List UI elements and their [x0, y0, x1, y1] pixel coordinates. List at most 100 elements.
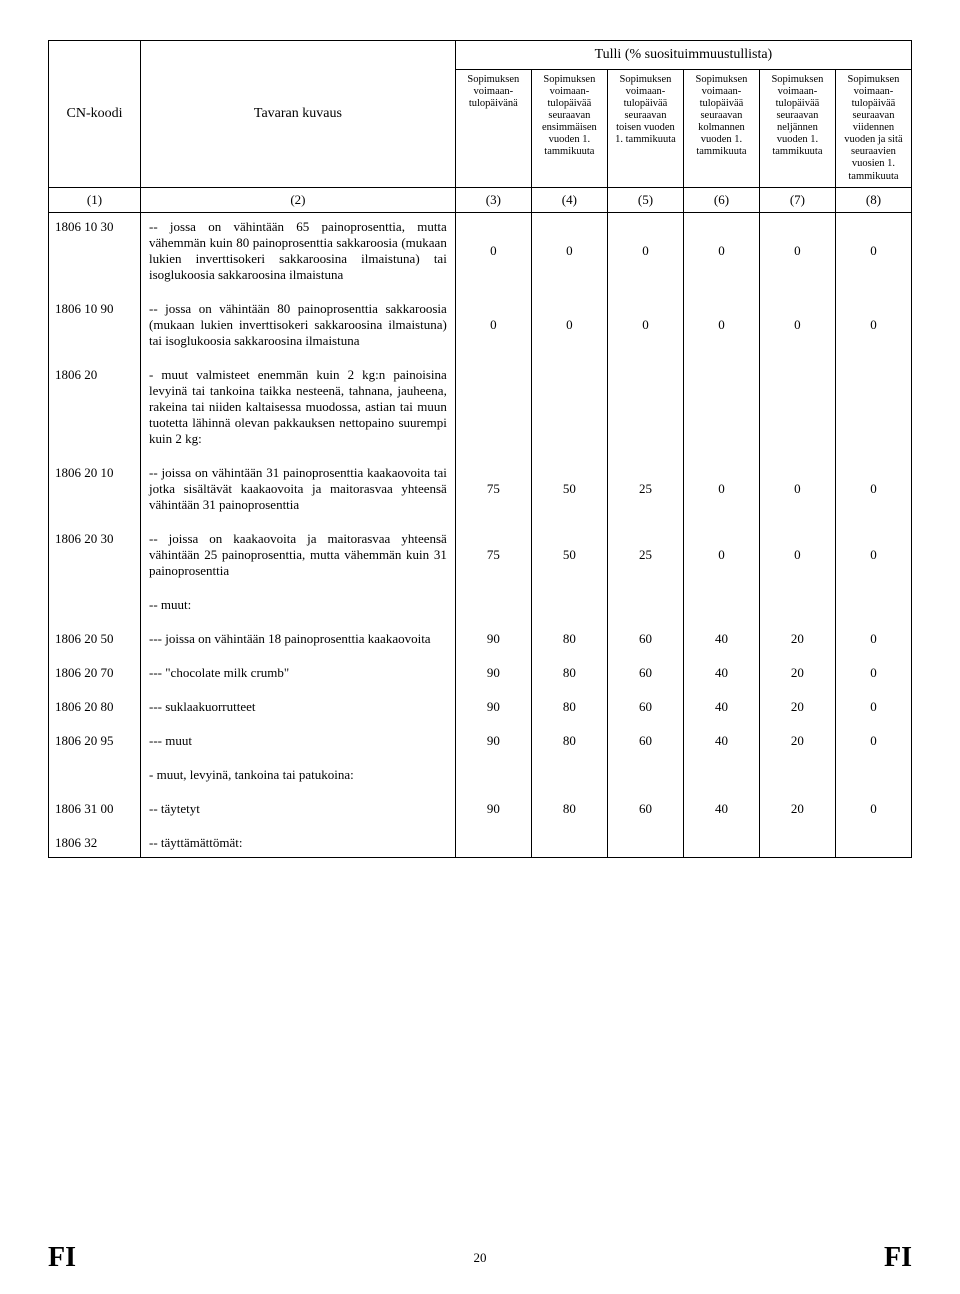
- cell-value: 90: [455, 727, 531, 755]
- cell-cn: [49, 761, 141, 789]
- cell-cn: 1806 20 95: [49, 727, 141, 755]
- colnum-2: (2): [141, 187, 456, 212]
- cell-desc: --- "chocolate milk crumb": [141, 659, 456, 687]
- cell-value: 0: [455, 295, 531, 355]
- cell-value: [531, 761, 607, 789]
- cell-value: 90: [455, 659, 531, 687]
- cell-value: 80: [531, 693, 607, 721]
- cell-value: 40: [683, 625, 759, 653]
- cell-value: 90: [455, 693, 531, 721]
- cell-value: 0: [759, 295, 835, 355]
- cell-desc: -- täytetyt: [141, 795, 456, 823]
- cell-cn: 1806 20 50: [49, 625, 141, 653]
- cell-value: [455, 361, 531, 453]
- hdr-tulli: Tulli (% suosituimmuustullista): [455, 41, 911, 70]
- cell-value: 80: [531, 659, 607, 687]
- cell-cn: 1806 20: [49, 361, 141, 453]
- colnum-5: (5): [607, 187, 683, 212]
- cell-value: 90: [455, 795, 531, 823]
- hdr-cn: CN-koodi: [49, 41, 141, 188]
- table-row: 1806 31 00-- täytetyt90806040200: [49, 795, 912, 823]
- cell-value: [455, 591, 531, 619]
- cell-value: 0: [607, 295, 683, 355]
- cell-value: 20: [759, 659, 835, 687]
- cell-value: 0: [531, 295, 607, 355]
- table-row: 1806 20 80--- suklaakuorrutteet908060402…: [49, 693, 912, 721]
- table-row: 1806 32-- täyttämättömät:: [49, 829, 912, 858]
- cell-value: 25: [607, 525, 683, 585]
- table-row: 1806 10 30-- jossa on vähintään 65 paino…: [49, 212, 912, 289]
- cell-value: 20: [759, 795, 835, 823]
- cell-value: 0: [455, 212, 531, 289]
- cell-value: 40: [683, 727, 759, 755]
- colnum-7: (7): [759, 187, 835, 212]
- cell-cn: 1806 10 90: [49, 295, 141, 355]
- cell-value: 40: [683, 795, 759, 823]
- colnum-6: (6): [683, 187, 759, 212]
- cell-desc: -- täyttämättömät:: [141, 829, 456, 858]
- cell-value: 80: [531, 795, 607, 823]
- cell-value: 25: [607, 459, 683, 519]
- cell-value: 0: [835, 212, 911, 289]
- cell-value: [835, 361, 911, 453]
- colnum-1: (1): [49, 187, 141, 212]
- cell-value: 0: [835, 795, 911, 823]
- hdr-col6: Sopimuksen voimaan-tulopäivää seuraavan …: [683, 70, 759, 188]
- cell-value: [607, 829, 683, 858]
- cell-cn: 1806 31 00: [49, 795, 141, 823]
- cell-cn: 1806 32: [49, 829, 141, 858]
- cell-value: 0: [835, 727, 911, 755]
- cell-value: 0: [759, 459, 835, 519]
- colnum-4: (4): [531, 187, 607, 212]
- cell-value: [835, 591, 911, 619]
- cell-desc: -- jossa on vähintään 80 painoprosenttia…: [141, 295, 456, 355]
- cell-desc: - muut, levyinä, tankoina tai patukoina:: [141, 761, 456, 789]
- cell-value: 80: [531, 625, 607, 653]
- cell-value: [759, 591, 835, 619]
- cell-desc: --- suklaakuorrutteet: [141, 693, 456, 721]
- cell-desc: -- joissa on vähintään 31 painoprosentti…: [141, 459, 456, 519]
- cell-value: [683, 829, 759, 858]
- cell-cn: 1806 20 70: [49, 659, 141, 687]
- cell-value: [607, 361, 683, 453]
- cell-value: [759, 761, 835, 789]
- cell-value: 60: [607, 795, 683, 823]
- cell-value: 0: [683, 525, 759, 585]
- cell-value: [607, 761, 683, 789]
- cell-value: 50: [531, 459, 607, 519]
- cell-value: [683, 761, 759, 789]
- cell-value: 60: [607, 659, 683, 687]
- table-row: 1806 20 10-- joissa on vähintään 31 pain…: [49, 459, 912, 519]
- cell-value: [759, 829, 835, 858]
- cell-value: 75: [455, 525, 531, 585]
- cell-value: 0: [835, 693, 911, 721]
- cell-value: 0: [607, 212, 683, 289]
- table-row: 1806 20 50--- joissa on vähintään 18 pai…: [49, 625, 912, 653]
- footer-page: 20: [0, 1250, 960, 1266]
- cell-value: [759, 361, 835, 453]
- table-row: - muut, levyinä, tankoina tai patukoina:: [49, 761, 912, 789]
- cell-value: 60: [607, 693, 683, 721]
- colnum-3: (3): [455, 187, 531, 212]
- cell-value: 20: [759, 693, 835, 721]
- table-row: 1806 20 70--- "chocolate milk crumb"9080…: [49, 659, 912, 687]
- table-row: -- muut:: [49, 591, 912, 619]
- table-row: 1806 20 30-- joissa on kaakaovoita ja ma…: [49, 525, 912, 585]
- cell-value: [683, 591, 759, 619]
- cell-value: 20: [759, 625, 835, 653]
- cell-value: 50: [531, 525, 607, 585]
- cell-cn: 1806 20 80: [49, 693, 141, 721]
- cell-value: 0: [759, 212, 835, 289]
- cell-value: 0: [683, 459, 759, 519]
- footer-right: FI: [884, 1242, 912, 1274]
- cell-value: 75: [455, 459, 531, 519]
- cell-cn: [49, 591, 141, 619]
- cell-value: 80: [531, 727, 607, 755]
- cell-value: 0: [759, 525, 835, 585]
- cell-value: 0: [531, 212, 607, 289]
- cell-value: 0: [835, 295, 911, 355]
- cell-value: 0: [835, 659, 911, 687]
- cell-value: [835, 829, 911, 858]
- hdr-col8: Sopimuksen voimaan-tulopäivää seuraavan …: [835, 70, 911, 188]
- table-row: 1806 20- muut valmisteet enemmän kuin 2 …: [49, 361, 912, 453]
